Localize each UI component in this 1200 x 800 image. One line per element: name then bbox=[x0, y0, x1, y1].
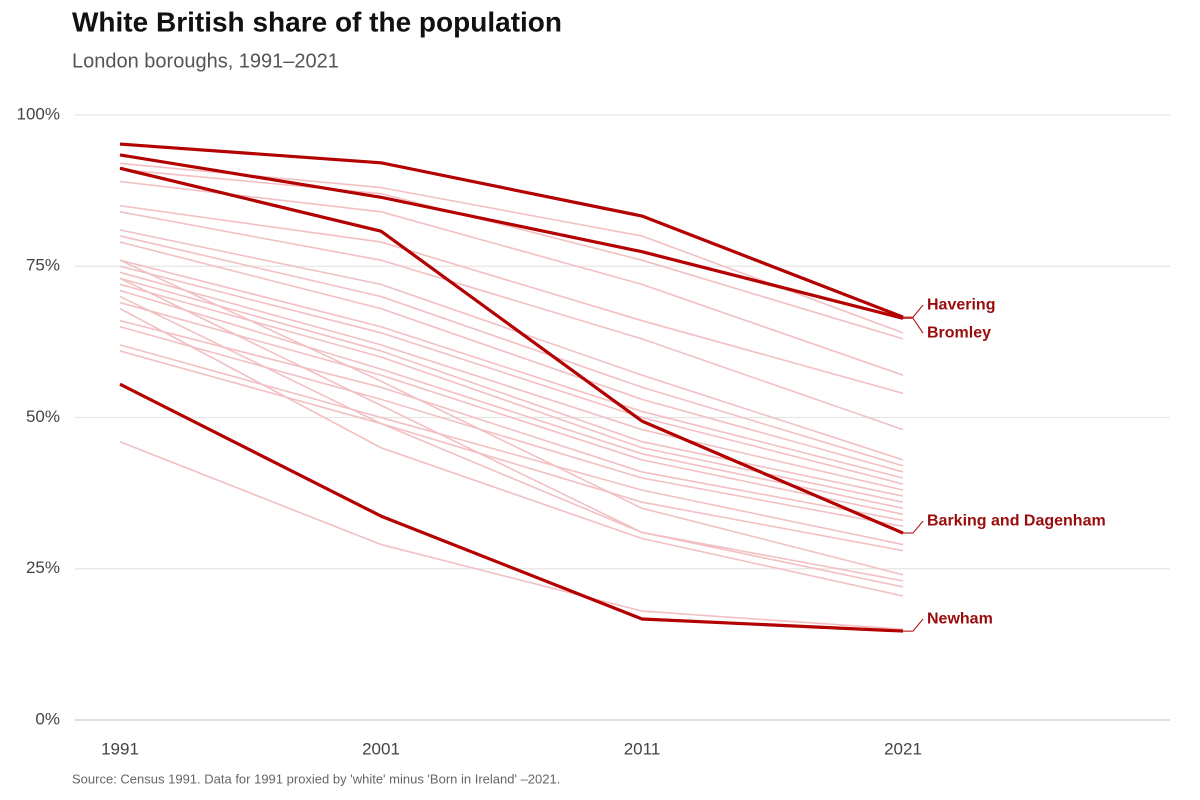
chart-title: White British share of the population bbox=[72, 6, 562, 37]
label-leader bbox=[903, 317, 924, 334]
borough-line bbox=[119, 168, 904, 340]
highlight-line bbox=[119, 382, 904, 633]
borough-line bbox=[119, 204, 904, 395]
label-leader bbox=[903, 304, 924, 318]
label-leader bbox=[903, 618, 924, 632]
borough-line bbox=[119, 319, 904, 522]
series-label: Barking and Dagenham bbox=[927, 512, 1106, 529]
y-tick-label: 50% bbox=[26, 407, 60, 426]
borough-line bbox=[119, 289, 904, 510]
y-tick-label: 0% bbox=[35, 709, 60, 728]
y-tick-label: 100% bbox=[17, 104, 60, 123]
series-label: Havering bbox=[927, 296, 995, 313]
borough-line bbox=[119, 440, 904, 631]
x-tick-label: 2011 bbox=[624, 739, 661, 758]
x-tick-label: 2001 bbox=[362, 739, 400, 758]
y-tick-label: 75% bbox=[26, 256, 60, 275]
borough-line bbox=[119, 301, 904, 516]
borough-line bbox=[119, 271, 904, 491]
borough-line bbox=[119, 211, 904, 431]
borough-line bbox=[119, 180, 904, 376]
x-tick-label: 2021 bbox=[884, 739, 922, 758]
highlight-line bbox=[119, 153, 904, 320]
borough-line bbox=[119, 277, 904, 582]
series-label: Bromley bbox=[927, 324, 991, 341]
borough-line bbox=[119, 265, 904, 485]
borough-line bbox=[119, 325, 904, 528]
borough-line bbox=[119, 344, 904, 546]
series-label: Newham bbox=[927, 610, 993, 627]
highlight-line bbox=[119, 142, 904, 319]
label-leader bbox=[903, 520, 924, 534]
borough-line bbox=[119, 259, 904, 576]
highlight-line bbox=[119, 166, 904, 535]
borough-line bbox=[119, 277, 904, 497]
borough-line bbox=[119, 235, 904, 467]
borough-line bbox=[119, 307, 904, 597]
borough-line bbox=[119, 350, 904, 552]
borough-line bbox=[119, 229, 904, 461]
source-note: Source: Census 1991. Data for 1991 proxi… bbox=[72, 771, 560, 786]
y-tick-label: 25% bbox=[26, 558, 60, 577]
borough-line bbox=[119, 259, 904, 479]
borough-line bbox=[119, 241, 904, 473]
borough-line bbox=[119, 295, 904, 588]
chart-subtitle: London boroughs, 1991–2021 bbox=[72, 50, 339, 72]
x-tick-label: 1991 bbox=[101, 739, 139, 758]
